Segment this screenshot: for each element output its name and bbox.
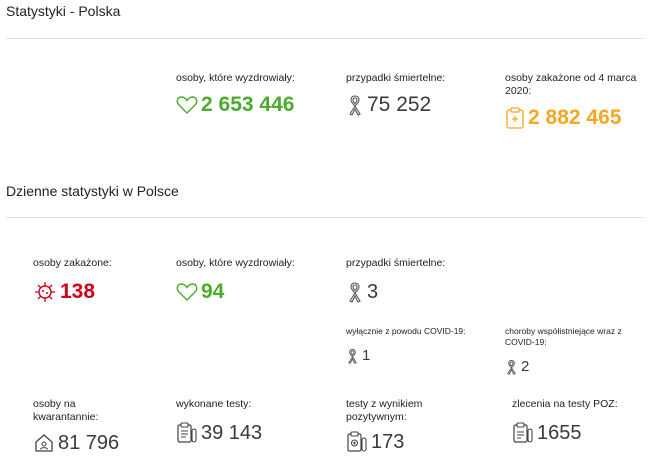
positive-test-icon (346, 430, 368, 454)
stat-value: 39 143 (201, 422, 263, 444)
stat-tests-positive: testy z wynikiem pozytywnym: 173 (346, 398, 496, 454)
stat-daily-infected: osoby zakażone: 138 (33, 257, 153, 304)
clipboard-icon (505, 106, 525, 130)
poz-order-icon (512, 421, 534, 445)
stat-deaths-covid-only: wyłącznie z powodu COVID-19: 1 (346, 326, 496, 365)
ribbon-icon (505, 359, 518, 375)
house-icon (33, 432, 55, 454)
virus-icon (33, 280, 57, 304)
stat-quarantine: osoby na kwarantannie: 81 796 (33, 398, 163, 455)
stat-label: choroby współistniejące wraz z COVID-19: (505, 326, 622, 347)
stat-daily-recovered: osoby, które wyzdrowiały: 94 (176, 257, 326, 304)
stat-label: osoby, które wyzdrowiały: (176, 257, 295, 269)
stat-label: przypadki śmiertelne: (346, 72, 446, 84)
stat-label: osoby zakażone od 4 marca 2020: (505, 72, 637, 97)
stat-deaths-total: przypadki śmiertelne: 75 252 (346, 72, 496, 117)
stat-poz-orders: zlecenia na testy POZ: 1655 (512, 398, 642, 445)
stat-recovered-total: osoby, które wyzdrowiały: 2 653 446 (176, 72, 326, 117)
ribbon-icon (346, 94, 364, 116)
stat-value: 81 796 (58, 432, 120, 454)
stat-value: 138 (60, 280, 96, 303)
divider (6, 217, 644, 218)
stat-value: 2 653 446 (201, 93, 295, 116)
stat-value: 75 252 (367, 93, 432, 116)
stat-label: osoby, które wyzdrowiały: (176, 72, 295, 84)
stat-label: przypadki śmiertelne: (346, 257, 446, 269)
stat-label: wykonane testy: (176, 398, 252, 410)
stat-value: 1 (362, 347, 371, 364)
stat-value: 1655 (537, 422, 582, 444)
stat-value: 3 (367, 281, 379, 303)
heart-icon (176, 95, 198, 115)
stat-label: wyłącznie z powodu COVID-19: (346, 326, 466, 336)
stat-infected-total: osoby zakażone od 4 marca 2020: 2 882 46… (505, 72, 645, 130)
divider (6, 38, 644, 39)
stat-label: osoby na kwarantannie: (33, 398, 99, 423)
stat-value: 94 (201, 280, 225, 303)
stat-value: 173 (371, 431, 405, 453)
stat-deaths-comorbid: choroby współistniejące wraz z COVID-19:… (505, 326, 645, 376)
section-title-poland: Statystyki - Polska (6, 3, 121, 19)
stat-label: osoby zakażone: (33, 257, 112, 269)
stat-tests-done: wykonane testy: 39 143 (176, 398, 326, 445)
heart-icon (176, 282, 198, 302)
stat-daily-deaths: przypadki śmiertelne: 3 (346, 257, 496, 304)
stat-label: testy z wynikiem pozytywnym: (346, 398, 423, 423)
ribbon-icon (346, 281, 364, 303)
test-clipboard-icon (176, 421, 198, 445)
ribbon-icon (346, 348, 359, 364)
section-title-daily: Dzienne statystyki w Polsce (6, 183, 179, 199)
stat-label: zlecenia na testy POZ: (512, 398, 618, 410)
stat-value: 2 882 465 (528, 106, 622, 129)
stat-value: 2 (521, 358, 530, 375)
